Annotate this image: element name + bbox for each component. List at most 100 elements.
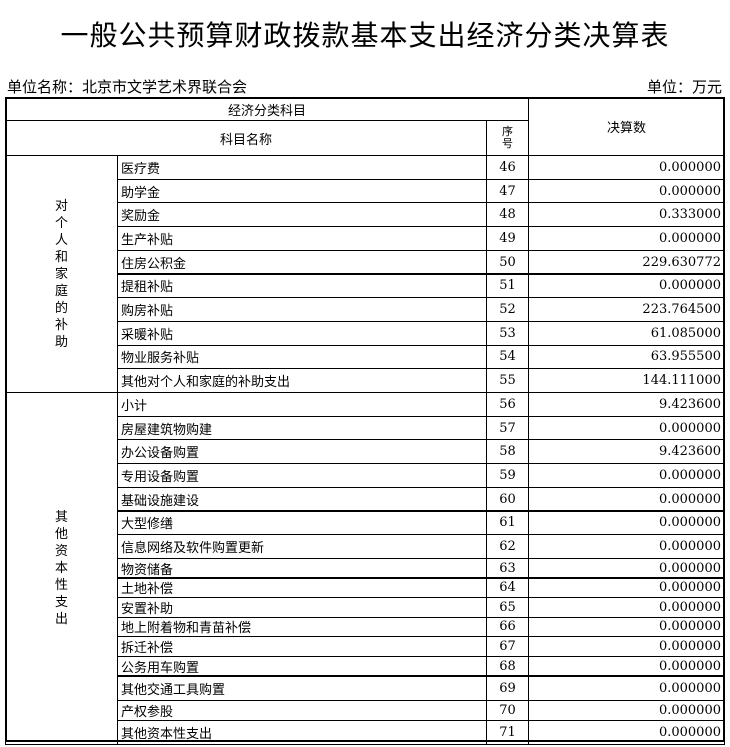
row-name: 公务用车购置 bbox=[117, 655, 487, 677]
category-label-char: 对 bbox=[54, 198, 68, 214]
row-amount: 0.000000 bbox=[528, 655, 725, 677]
header-seq: 序号 bbox=[486, 120, 529, 156]
category-label-char: 其 bbox=[54, 509, 68, 525]
row-name: 土地补偿 bbox=[117, 577, 487, 599]
row-seq: 68 bbox=[486, 655, 529, 677]
header-seq-char: 号 bbox=[502, 137, 513, 150]
row-seq: 66 bbox=[486, 616, 529, 638]
row-seq: 49 bbox=[486, 226, 529, 251]
row-amount: 0.333000 bbox=[528, 202, 725, 228]
row-seq: 50 bbox=[486, 249, 529, 275]
row-name: 地上附着物和青苗补偿 bbox=[117, 616, 487, 638]
category-label: 对个人和家庭的补助 bbox=[5, 155, 118, 393]
row-name: 物业服务补贴 bbox=[117, 344, 487, 370]
row-amount: 0.000000 bbox=[528, 273, 725, 299]
row-amount: 0.000000 bbox=[528, 720, 725, 745]
header-amount: 决算数 bbox=[528, 97, 725, 156]
row-amount: 144.111000 bbox=[528, 368, 725, 393]
row-seq: 51 bbox=[486, 273, 529, 299]
unit-name: 单位名称：北京市文学艺术界联合会 bbox=[7, 78, 248, 96]
row-name: 助学金 bbox=[117, 178, 487, 204]
row-name: 其他资本性支出 bbox=[117, 720, 487, 745]
row-amount: 223.764500 bbox=[528, 297, 725, 322]
row-amount: 63.955500 bbox=[528, 344, 725, 370]
row-amount: 0.000000 bbox=[528, 510, 725, 536]
category-label-char: 和 bbox=[54, 249, 68, 265]
row-amount: 0.000000 bbox=[528, 700, 725, 721]
category-label-char: 个 bbox=[54, 215, 68, 231]
category-label-char: 性 bbox=[54, 577, 68, 593]
category-label-char: 资 bbox=[54, 543, 68, 559]
row-amount: 9.423600 bbox=[528, 392, 725, 417]
row-name: 办公设备购置 bbox=[117, 439, 487, 465]
row-amount: 0.000000 bbox=[528, 557, 725, 579]
category-label-char: 补 bbox=[54, 317, 68, 333]
row-seq: 64 bbox=[486, 577, 529, 599]
row-seq: 57 bbox=[486, 415, 529, 441]
unit-label: 单位：万元 bbox=[646, 78, 722, 96]
category-label-char: 家 bbox=[54, 266, 68, 282]
row-name: 安置补助 bbox=[117, 597, 487, 618]
row-name: 小计 bbox=[117, 392, 487, 417]
row-seq: 54 bbox=[486, 344, 529, 370]
page-title: 一般公共预算财政拨款基本支出经济分类决算表 bbox=[60, 19, 670, 52]
row-name: 奖励金 bbox=[117, 202, 487, 228]
row-seq: 67 bbox=[486, 636, 529, 657]
row-name: 信息网络及软件购置更新 bbox=[117, 534, 487, 559]
category-label-char: 人 bbox=[54, 232, 68, 248]
row-amount: 0.000000 bbox=[528, 463, 725, 488]
row-amount: 0.000000 bbox=[528, 178, 725, 204]
row-seq: 60 bbox=[486, 486, 529, 512]
row-amount: 0.000000 bbox=[528, 415, 725, 441]
row-name: 大型修缮 bbox=[117, 510, 487, 536]
row-name: 专用设备购置 bbox=[117, 463, 487, 488]
row-name: 住房公积金 bbox=[117, 249, 487, 275]
row-name: 物资储备 bbox=[117, 557, 487, 579]
row-amount: 9.423600 bbox=[528, 439, 725, 465]
category-label-char: 助 bbox=[54, 334, 68, 350]
category-label-char: 他 bbox=[54, 526, 68, 542]
row-seq: 58 bbox=[486, 439, 529, 465]
row-seq: 70 bbox=[486, 700, 529, 721]
category-label-char: 支 bbox=[54, 594, 68, 610]
row-seq: 62 bbox=[486, 534, 529, 559]
row-amount: 0.000000 bbox=[528, 577, 725, 599]
category-label-char: 本 bbox=[54, 560, 68, 576]
row-amount: 0.000000 bbox=[528, 226, 725, 251]
row-seq: 53 bbox=[486, 320, 529, 346]
row-amount: 0.000000 bbox=[528, 486, 725, 512]
row-amount: 61.085000 bbox=[528, 320, 725, 346]
row-name: 其他对个人和家庭的补助支出 bbox=[117, 368, 487, 393]
row-seq: 71 bbox=[486, 720, 529, 745]
row-name: 其他交通工具购置 bbox=[117, 675, 487, 701]
row-name: 拆迁补偿 bbox=[117, 636, 487, 657]
header-group: 经济分类科目 bbox=[5, 97, 529, 121]
row-amount: 0.000000 bbox=[528, 675, 725, 701]
category-label: 其他资本性支出 bbox=[5, 392, 118, 745]
header-name: 科目名称 bbox=[5, 120, 487, 156]
row-seq: 56 bbox=[486, 392, 529, 417]
category-label-char: 的 bbox=[54, 300, 68, 316]
row-seq: 69 bbox=[486, 675, 529, 701]
row-amount: 229.630772 bbox=[528, 249, 725, 275]
row-name: 采暖补贴 bbox=[117, 320, 487, 346]
row-amount: 0.000000 bbox=[528, 616, 725, 638]
row-seq: 47 bbox=[486, 178, 529, 204]
row-seq: 52 bbox=[486, 297, 529, 322]
row-seq: 46 bbox=[486, 155, 529, 180]
row-seq: 65 bbox=[486, 597, 529, 618]
row-name: 产权参股 bbox=[117, 700, 487, 721]
category-label-char: 庭 bbox=[54, 283, 68, 299]
row-name: 生产补贴 bbox=[117, 226, 487, 251]
category-label-char: 出 bbox=[54, 611, 68, 627]
row-seq: 48 bbox=[486, 202, 529, 228]
row-amount: 0.000000 bbox=[528, 534, 725, 559]
header-seq-char: 序 bbox=[502, 125, 513, 138]
row-seq: 55 bbox=[486, 368, 529, 393]
row-seq: 63 bbox=[486, 557, 529, 579]
row-seq: 61 bbox=[486, 510, 529, 536]
row-name: 提租补贴 bbox=[117, 273, 487, 299]
row-amount: 0.000000 bbox=[528, 597, 725, 618]
row-name: 房屋建筑物购建 bbox=[117, 415, 487, 441]
row-name: 基础设施建设 bbox=[117, 486, 487, 512]
